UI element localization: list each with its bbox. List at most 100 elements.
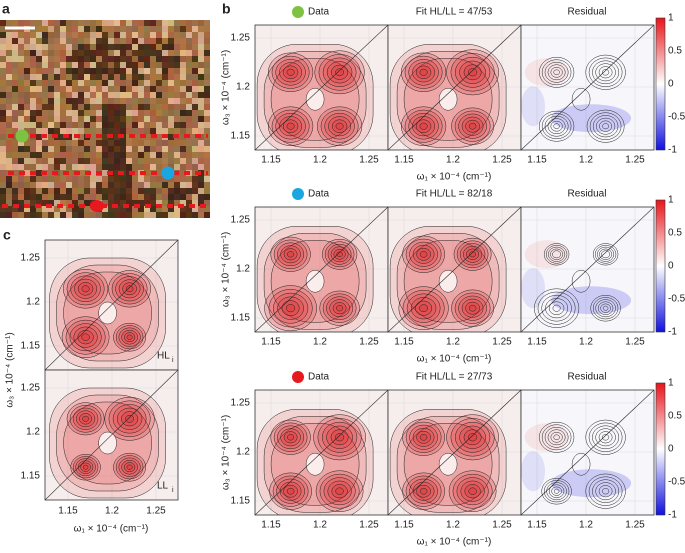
image-pixel bbox=[144, 146, 150, 152]
image-pixel bbox=[138, 32, 144, 38]
image-pixel bbox=[162, 68, 168, 74]
colorbar-tick-label: -0.5 bbox=[668, 112, 685, 123]
image-pixel bbox=[174, 98, 180, 104]
image-pixel bbox=[168, 212, 174, 218]
image-pixel bbox=[132, 98, 138, 104]
image-pixel bbox=[30, 86, 36, 92]
image-pixel bbox=[168, 44, 174, 50]
x-tick-label: 1.25 bbox=[625, 155, 645, 166]
image-pixel bbox=[24, 146, 30, 152]
image-pixel bbox=[48, 206, 54, 212]
image-pixel bbox=[114, 104, 120, 110]
image-pixel bbox=[36, 194, 42, 200]
image-pixel bbox=[132, 44, 138, 50]
image-pixel bbox=[54, 200, 60, 206]
image-pixel bbox=[84, 176, 90, 182]
image-pixel bbox=[168, 182, 174, 188]
contour bbox=[553, 434, 560, 441]
image-pixel bbox=[114, 146, 120, 152]
image-pixel bbox=[66, 86, 72, 92]
contour bbox=[543, 480, 570, 503]
image-pixel bbox=[198, 140, 204, 146]
image-pixel bbox=[48, 128, 54, 134]
contour bbox=[571, 453, 591, 476]
contour bbox=[275, 112, 306, 140]
contour bbox=[305, 88, 325, 111]
y-tick-label: 1.25 bbox=[21, 253, 41, 264]
image-pixel bbox=[192, 50, 198, 56]
image-pixel bbox=[42, 20, 48, 26]
image-pixel bbox=[108, 206, 114, 212]
contour bbox=[286, 487, 295, 495]
image-pixel bbox=[6, 20, 12, 26]
x-tick-label: 1.2 bbox=[105, 506, 119, 517]
image-pixel bbox=[72, 44, 78, 50]
image-pixel bbox=[162, 200, 168, 206]
image-pixel bbox=[162, 212, 168, 218]
image-pixel bbox=[174, 110, 180, 116]
image-pixel bbox=[126, 104, 132, 110]
contour bbox=[283, 431, 298, 444]
contour bbox=[404, 109, 443, 143]
image-pixel bbox=[180, 182, 186, 188]
image-pixel bbox=[42, 110, 48, 116]
image-pixel bbox=[204, 116, 210, 122]
image-pixel bbox=[198, 116, 204, 122]
image-pixel bbox=[192, 62, 198, 68]
image-pixel bbox=[90, 176, 96, 182]
image-pixel bbox=[204, 206, 210, 212]
image-pixel bbox=[156, 206, 162, 212]
image-pixel bbox=[54, 128, 60, 134]
image-pixel bbox=[180, 176, 186, 182]
image-pixel bbox=[138, 176, 144, 182]
image-pixel bbox=[24, 188, 30, 194]
contour bbox=[597, 301, 614, 315]
residual-patch bbox=[521, 86, 545, 127]
image-pixel bbox=[78, 170, 84, 176]
image-pixel bbox=[30, 44, 36, 50]
image-pixel bbox=[180, 44, 186, 50]
image-pixel bbox=[138, 26, 144, 32]
image-pixel bbox=[66, 20, 72, 26]
image-pixel bbox=[174, 86, 180, 92]
contour bbox=[327, 243, 352, 265]
image-pixel bbox=[0, 134, 6, 140]
image-pixel bbox=[42, 26, 48, 32]
image-pixel bbox=[162, 146, 168, 152]
image-pixel bbox=[12, 74, 18, 80]
image-pixel bbox=[144, 182, 150, 188]
image-pixel bbox=[78, 128, 84, 134]
image-pixel bbox=[192, 158, 198, 164]
contour bbox=[270, 236, 311, 272]
contour bbox=[410, 297, 437, 320]
image-pixel bbox=[150, 56, 156, 62]
contour bbox=[601, 250, 610, 259]
image-pixel bbox=[180, 122, 186, 128]
contour bbox=[408, 112, 439, 140]
image-pixel bbox=[30, 122, 36, 128]
image-pixel bbox=[84, 26, 90, 32]
contour bbox=[602, 488, 610, 495]
image-pixel bbox=[138, 74, 144, 80]
contour bbox=[595, 63, 616, 82]
image-pixel bbox=[138, 212, 144, 218]
image-pixel bbox=[66, 164, 72, 170]
image-pixel bbox=[18, 194, 24, 200]
legend-label: Data bbox=[308, 189, 330, 200]
image-pixel bbox=[12, 110, 18, 116]
image-pixel bbox=[102, 26, 108, 32]
image-pixel bbox=[96, 194, 102, 200]
contour bbox=[404, 55, 443, 89]
contour bbox=[600, 303, 611, 313]
contour bbox=[74, 278, 98, 299]
image-pixel bbox=[204, 200, 210, 206]
image-pixel bbox=[72, 26, 78, 32]
image-pixel bbox=[30, 212, 36, 218]
x-tick-label: 1.15 bbox=[261, 520, 281, 531]
contour bbox=[269, 472, 312, 510]
image-pixel bbox=[72, 194, 78, 200]
image-pixel bbox=[102, 38, 108, 44]
image-pixel bbox=[78, 74, 84, 80]
contour bbox=[602, 69, 610, 76]
image-pixel bbox=[186, 122, 192, 128]
